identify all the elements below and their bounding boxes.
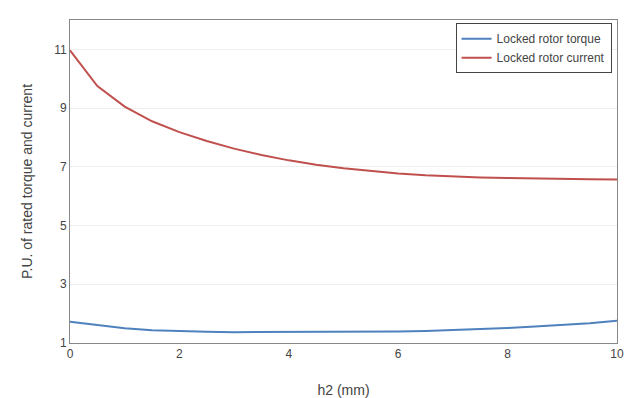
- svg-text:Locked rotor torque: Locked rotor torque: [497, 32, 601, 46]
- svg-text:2: 2: [176, 347, 183, 361]
- svg-text:8: 8: [504, 347, 511, 361]
- svg-text:10: 10: [610, 347, 624, 361]
- svg-text:9: 9: [60, 101, 67, 115]
- svg-text:h2 (mm): h2 (mm): [317, 382, 369, 398]
- svg-text:6: 6: [395, 347, 402, 361]
- svg-text:0: 0: [67, 347, 74, 361]
- svg-text:7: 7: [60, 160, 67, 174]
- svg-text:P.U. of rated torque and curre: P.U. of rated torque and current: [19, 84, 35, 279]
- svg-text:4: 4: [285, 347, 292, 361]
- svg-text:3: 3: [60, 277, 67, 291]
- svg-text:1: 1: [60, 336, 67, 350]
- svg-text:Locked rotor current: Locked rotor current: [497, 51, 605, 65]
- svg-text:5: 5: [60, 219, 67, 233]
- svg-text:11: 11: [54, 43, 67, 57]
